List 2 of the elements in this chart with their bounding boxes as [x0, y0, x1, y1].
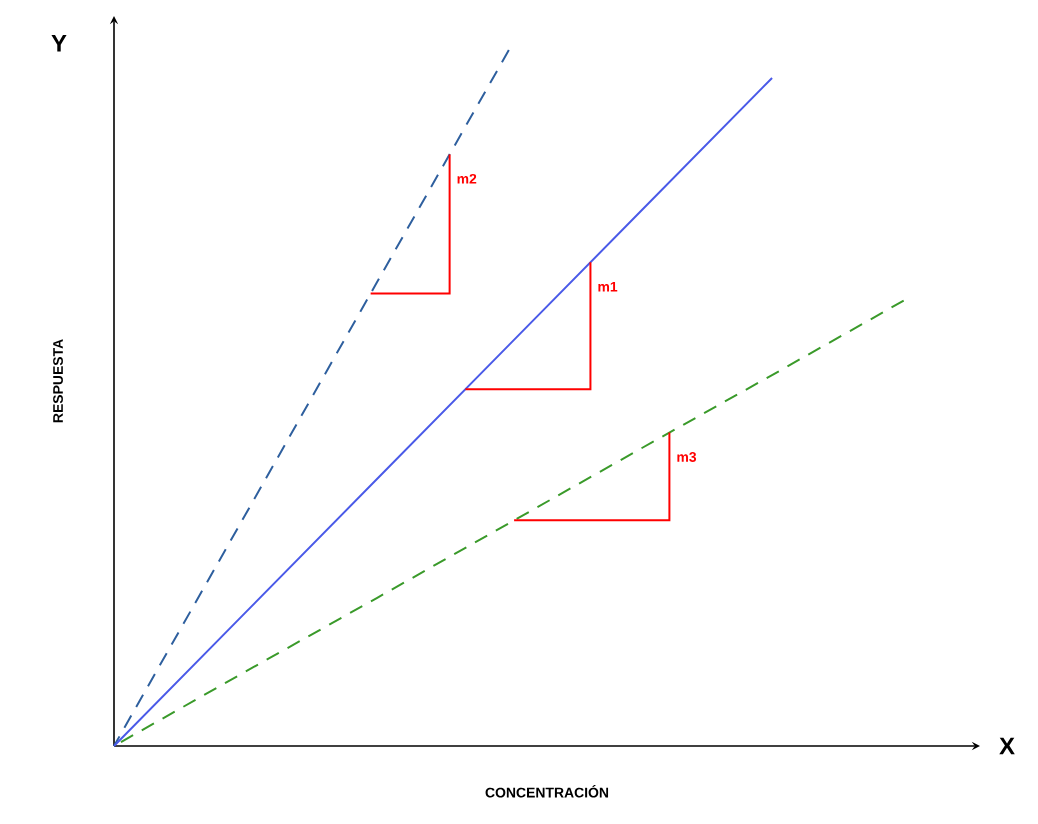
text: X: [999, 737, 1015, 755]
text: Y: [51, 35, 67, 52]
